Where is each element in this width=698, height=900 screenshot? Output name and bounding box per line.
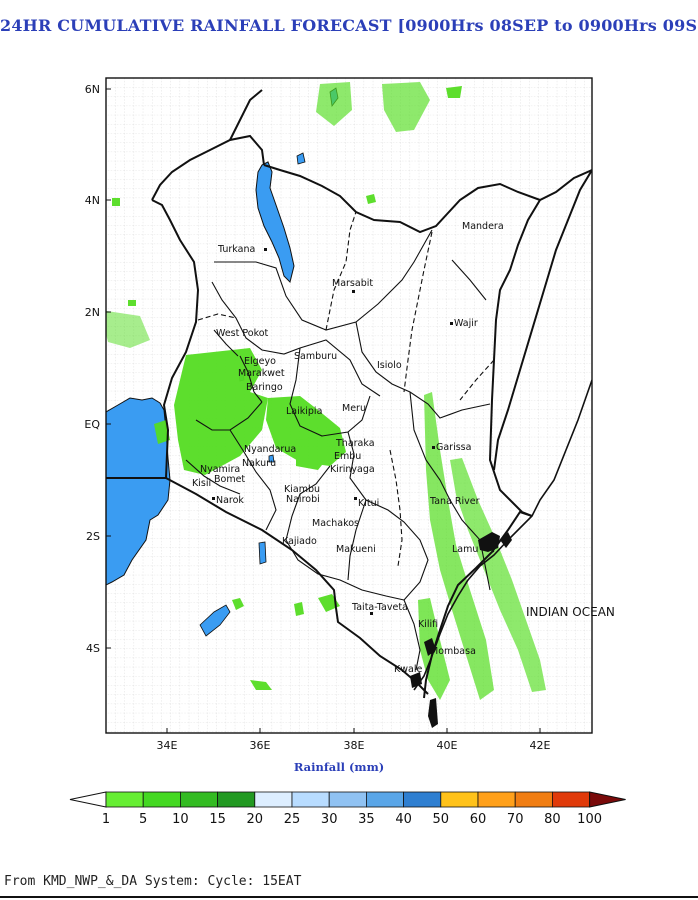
page-title: 24HR CUMULATIVE RAINFALL FORECAST [0900H…	[0, 16, 698, 35]
label-mombasa: Mombasa	[430, 646, 476, 657]
label-isiolo: Isiolo	[377, 360, 402, 371]
colorbar-segment	[440, 791, 479, 808]
lon-tick-40e: 40E	[437, 739, 458, 752]
label-indian-ocean: INDIAN OCEAN	[526, 605, 615, 619]
label-taita-taveta: Taita-Taveta	[351, 602, 408, 613]
lake-ethiopia-2	[296, 152, 306, 165]
lake-chala	[199, 604, 231, 637]
colorbar-segment	[552, 791, 591, 808]
label-wajir: Wajir	[454, 318, 478, 329]
colorbar-segment	[179, 791, 218, 808]
label-nyandarua: Nyandarua	[244, 444, 296, 455]
colorbar-segment	[142, 791, 181, 808]
colorbar: 1 5 10 15 20 25 30 35 40 50 60 70 80 100	[69, 791, 626, 827]
label-turkana: Turkana	[217, 244, 255, 255]
label-kitui: Kitui	[358, 498, 379, 509]
label-makueni: Makueni	[336, 544, 376, 555]
colorbar-tick: 10	[172, 812, 189, 827]
colorbar-tick: 70	[507, 812, 524, 827]
colorbar-tick: 1	[102, 812, 110, 827]
rainfall-patches	[106, 82, 546, 700]
lon-tick-34e: 34E	[157, 739, 178, 752]
colorbar-tick: 25	[284, 812, 301, 827]
label-garissa: Garissa	[436, 442, 471, 453]
lon-tick-42e: 42E	[530, 739, 551, 752]
label-marakwet: Marakwet	[238, 368, 285, 379]
label-bomet: Bomet	[214, 474, 245, 485]
label-nakuru: Nakuru	[242, 458, 276, 469]
label-baringo: Baringo	[246, 382, 283, 393]
country-borders	[106, 89, 592, 699]
lon-tick-38e: 38E	[344, 739, 365, 752]
lamu-islands	[410, 532, 512, 728]
colorbar-segment	[403, 791, 442, 808]
colorbar-tick: 40	[395, 812, 412, 827]
label-laikipia: Laikipia	[286, 406, 322, 417]
place-labels: Turkana Marsabit Mandera Wajir West Poko…	[192, 221, 615, 675]
colorbar-tick: 60	[470, 812, 487, 827]
lake-turkana	[255, 161, 295, 283]
label-kilifi: Kilifi	[418, 619, 438, 630]
lat-axis: 6N 4N 2N EQ 2S 4S	[84, 83, 100, 655]
colorbar-tick: 15	[209, 812, 226, 827]
colorbar-low-arrow	[69, 791, 107, 808]
label-west-pokot: West Pokot	[216, 328, 269, 339]
bottom-rule	[0, 896, 698, 898]
label-lamu: Lamu	[452, 544, 478, 555]
lake-natron	[258, 541, 267, 565]
label-nairobi: Nairobi	[286, 494, 320, 505]
county-borders-dashed	[197, 211, 495, 567]
colorbar-segment	[105, 791, 144, 808]
lake-naivasha	[268, 454, 275, 463]
colorbar-tick: 80	[544, 812, 561, 827]
label-kirinyaga: Kirinyaga	[330, 464, 375, 475]
colorbar-segment	[477, 791, 516, 808]
label-nyamira: Nyamira	[200, 464, 240, 475]
colorbar-tick: 50	[433, 812, 450, 827]
colorbar-segment	[254, 791, 293, 808]
label-kiambu: Kiambu	[284, 484, 320, 495]
colorbar-segment	[514, 791, 553, 808]
colorbar-segment	[217, 791, 256, 808]
label-machakos: Machakos	[312, 518, 359, 529]
label-kwale: Kwale	[394, 664, 422, 675]
colorbar-segment	[328, 791, 367, 808]
colorbar-tick: 5	[139, 812, 147, 827]
footer-text: From KMD_NWP_&_DA System: Cycle: 15EAT	[4, 874, 302, 889]
lat-tick-2s: 2S	[86, 530, 100, 543]
label-meru: Meru	[342, 403, 366, 414]
x-axis-label: Rainfall (mm)	[294, 760, 384, 774]
label-elgeyo: Elgeyo	[244, 356, 276, 367]
lat-tick-eq: EQ	[84, 418, 100, 431]
label-mandera: Mandera	[462, 221, 504, 232]
lon-tick-36e: 36E	[250, 739, 271, 752]
colorbar-segment	[365, 791, 404, 808]
colorbar-segment	[291, 791, 330, 808]
label-kajiado: Kajiado	[282, 536, 317, 547]
label-narok: Narok	[216, 495, 244, 506]
lat-tick-6n: 6N	[85, 83, 100, 96]
lat-tick-4n: 4N	[85, 194, 100, 207]
label-kisii: Kisii	[192, 478, 211, 489]
colorbar-tick: 30	[321, 812, 338, 827]
colorbar-high-arrow	[589, 791, 626, 808]
lat-tick-2n: 2N	[85, 306, 100, 319]
lat-tick-4s: 4S	[86, 642, 100, 655]
colorbar-tick: 20	[247, 812, 264, 827]
colorbar-tick: 100	[577, 812, 602, 827]
label-tana-river: Tana River	[429, 496, 480, 507]
label-tharaka: Tharaka	[335, 438, 375, 449]
colorbar-tick: 35	[358, 812, 375, 827]
coastline	[413, 379, 592, 691]
label-samburu: Samburu	[294, 351, 337, 362]
label-embu: Embu	[334, 451, 361, 462]
label-marsabit: Marsabit	[332, 278, 373, 289]
lon-axis: 34E 36E 38E 40E 42E	[157, 739, 551, 752]
